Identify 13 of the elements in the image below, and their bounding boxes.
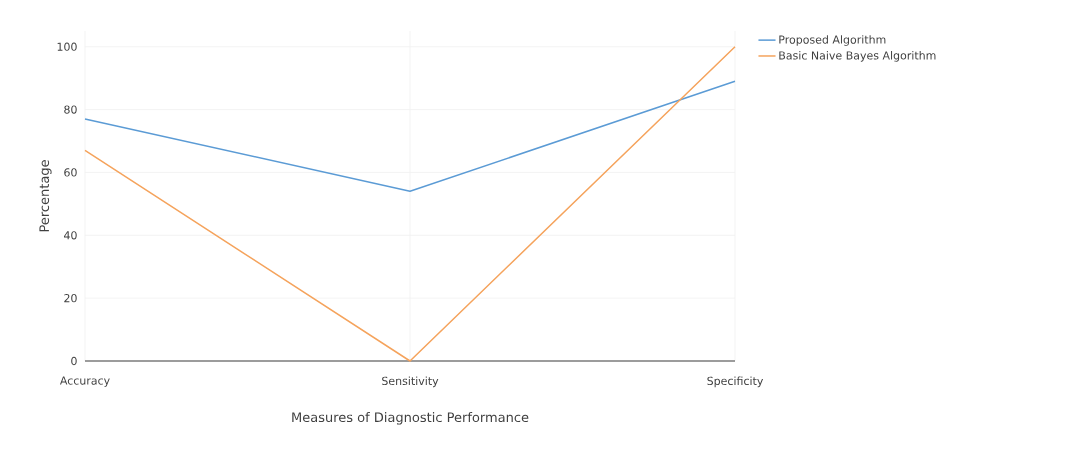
y-tick-label: 60: [64, 168, 77, 177]
y-tick-label: 100: [57, 42, 77, 51]
x-tick-label: Sensitivity: [382, 376, 439, 388]
x-tick-label: Accuracy: [59, 376, 110, 387]
y-tick-label: 20: [64, 293, 77, 303]
legend-label: Proposed Algorithm: [779, 35, 886, 46]
x-axis-title: Measures of Diagnostic Performance: [292, 412, 529, 425]
legend-label: Basic Naive Bayes Algorithm: [779, 51, 936, 62]
y-axis-title: Percentage: [39, 160, 52, 232]
y-tick-label: 0: [71, 356, 77, 366]
x-tick-label: Specificity: [707, 376, 764, 388]
y-tick-label: 40: [64, 231, 77, 240]
y-tick-label: 80: [64, 105, 77, 114]
